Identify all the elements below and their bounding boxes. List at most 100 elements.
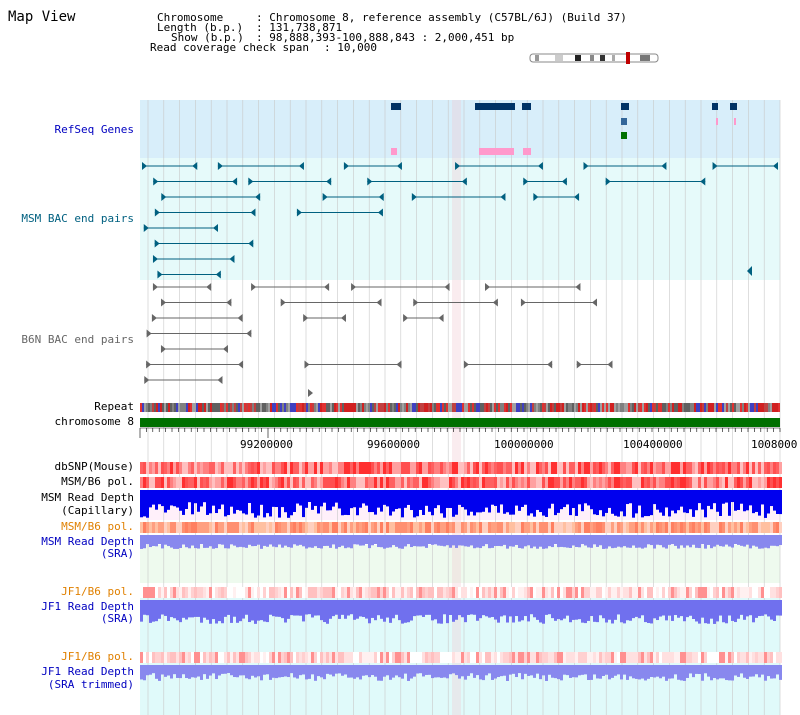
heat-cell	[278, 477, 281, 488]
bac-end-marker	[161, 193, 167, 201]
track-label-dbsnp[interactable]: dbSNP(Mouse)	[54, 460, 134, 473]
read-depth-bar	[521, 665, 524, 680]
read-depth-bar	[416, 490, 419, 517]
read-depth-bar	[293, 665, 296, 678]
track-label-msm-read-depth-capillary-sub[interactable]: (Capillary)	[61, 504, 134, 517]
repeat-cell	[376, 403, 378, 412]
read-depth-bar	[509, 490, 512, 515]
track-label-refseq[interactable]: RefSeq Genes	[54, 123, 134, 136]
track-label-chromosome[interactable]: chromosome 8	[54, 415, 134, 428]
read-depth-bar	[155, 535, 158, 547]
read-depth-bar	[641, 600, 644, 616]
read-depth-bar	[485, 665, 488, 676]
track-label-jf1-b6-pol-2[interactable]: JF1/B6 pol.	[61, 650, 134, 663]
track-label-msm-read-depth-sra[interactable]: MSM Read Depth	[41, 535, 134, 548]
heat-cell	[593, 462, 596, 474]
heat-cell	[425, 587, 428, 598]
track-label-b6n-bac[interactable]: B6N BAC end pairs	[21, 333, 134, 346]
read-depth-bar	[440, 665, 443, 678]
heat-cell	[650, 462, 653, 474]
heat-cell	[305, 587, 308, 598]
read-depth-bar	[308, 535, 311, 548]
heat-cell	[560, 522, 563, 533]
heat-cell	[317, 522, 320, 533]
heat-cell	[260, 477, 263, 488]
read-depth-bar	[638, 535, 641, 548]
read-depth-bar	[230, 665, 233, 676]
heat-cell	[329, 522, 332, 533]
read-depth-bar	[470, 665, 473, 674]
repeat-cell	[216, 403, 218, 412]
heat-cell	[440, 587, 443, 598]
repeat-cell	[204, 403, 206, 412]
heat-cell	[617, 477, 620, 488]
heat-cell	[518, 587, 521, 598]
read-depth-bar	[728, 490, 731, 516]
track-label-repeat[interactable]: Repeat	[94, 400, 134, 413]
read-depth-bar	[482, 665, 485, 681]
heat-cell	[248, 652, 251, 663]
read-depth-bar	[200, 490, 203, 507]
heat-cell	[728, 522, 731, 533]
read-depth-bar	[245, 535, 248, 548]
track-label-msm-b6-pol[interactable]: MSM/B6 pol.	[61, 475, 134, 488]
read-depth-bar	[764, 600, 767, 615]
track-label-msm-bac[interactable]: MSM BAC end pairs	[21, 212, 134, 225]
heat-cell	[215, 652, 218, 663]
heat-cell	[506, 477, 509, 488]
heat-cell	[752, 462, 755, 474]
heat-cell	[608, 477, 611, 488]
read-depth-bar	[482, 490, 485, 512]
heat-cell	[374, 587, 377, 598]
heat-cell	[410, 652, 413, 663]
bac-end-marker	[712, 162, 718, 170]
track-label-jf1-read-depth-sra-sub[interactable]: (SRA)	[100, 612, 134, 625]
heat-cell	[752, 587, 755, 598]
heat-cell	[275, 477, 278, 488]
heat-cell	[413, 462, 416, 474]
heat-cell	[233, 522, 236, 533]
repeat-cell	[410, 403, 412, 412]
read-depth-bar	[446, 600, 449, 624]
repeat-cell	[566, 403, 568, 412]
read-depth-bar	[539, 600, 542, 623]
heat-cell	[410, 522, 413, 533]
heat-cell	[461, 522, 464, 533]
heat-cell	[509, 652, 512, 663]
heat-cell	[296, 477, 299, 488]
heat-cell	[671, 587, 674, 598]
heat-cell	[239, 477, 242, 488]
read-depth-bar	[635, 535, 638, 548]
read-depth-bar	[407, 490, 410, 505]
heat-cell	[458, 462, 461, 474]
track-label-jf1-read-depth-trimmed[interactable]: JF1 Read Depth	[41, 665, 134, 678]
track-label-jf1-read-depth-trimmed-sub[interactable]: (SRA trimmed)	[47, 678, 134, 691]
read-depth-bar	[773, 600, 776, 622]
track-label-jf1-b6-pol[interactable]: JF1/B6 pol.	[61, 585, 134, 598]
read-depth-bar	[572, 535, 575, 546]
heat-cell	[284, 652, 287, 663]
heat-cell	[554, 652, 557, 663]
track-label-jf1-read-depth-sra[interactable]: JF1 Read Depth	[41, 600, 134, 613]
repeat-cell	[328, 403, 330, 412]
heat-cell	[572, 477, 575, 488]
read-depth-bar	[710, 490, 713, 510]
heat-cell	[566, 477, 569, 488]
read-depth-bar	[233, 665, 236, 678]
heat-cell	[665, 522, 668, 533]
heat-cell	[176, 652, 179, 663]
heat-cell	[617, 652, 620, 663]
track-label-msm-b6-pol-2[interactable]: MSM/B6 pol.	[61, 520, 134, 533]
heat-cell	[449, 652, 452, 663]
track-label-msm-read-depth-sra-sub[interactable]: (SRA)	[100, 547, 134, 560]
read-depth-bar	[659, 600, 662, 617]
heat-cell	[713, 587, 716, 598]
heat-cell	[596, 522, 599, 533]
heat-cell	[596, 587, 599, 598]
track-label-msm-read-depth-capillary[interactable]: MSM Read Depth	[41, 491, 134, 504]
heat-cell	[251, 587, 254, 598]
repeat-cell	[642, 403, 644, 412]
read-depth-bar	[461, 665, 464, 677]
bac-end-marker	[192, 162, 198, 170]
